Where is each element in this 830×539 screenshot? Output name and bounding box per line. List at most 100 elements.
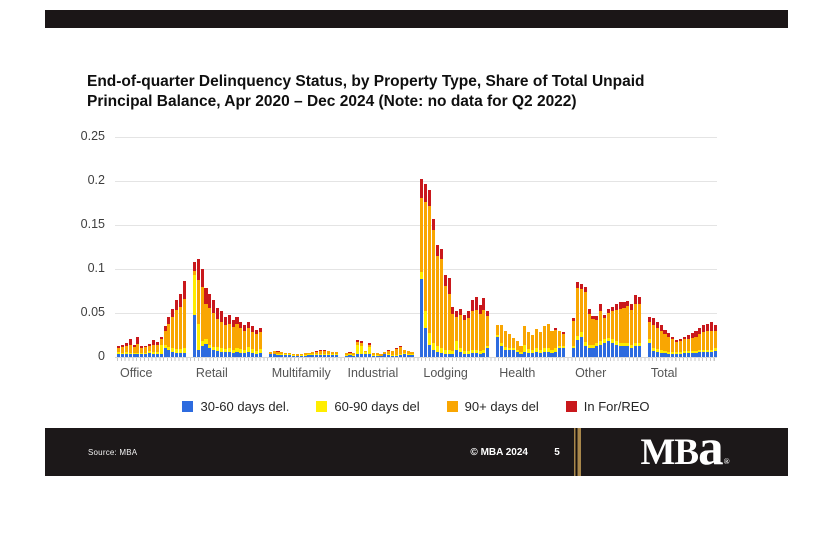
bar-segment-orange: [167, 323, 171, 347]
bar-segment-blue: [148, 352, 152, 357]
bar-segment-orange: [334, 352, 338, 355]
bar-segment-yellow: [610, 339, 614, 343]
bar-segment-yellow: [387, 354, 391, 356]
bar-segment-blue: [379, 356, 383, 357]
bar-segment-red: [128, 338, 132, 345]
bar-segment-yellow: [519, 351, 523, 354]
bar-segment-blue: [618, 346, 622, 357]
bar-segment-red: [694, 331, 698, 337]
bar-segment-yellow: [591, 344, 595, 349]
bar-segment-red: [200, 268, 204, 287]
bar-segment-orange: [420, 197, 424, 272]
bar-segment-blue: [326, 355, 330, 357]
bar-segment-red: [231, 320, 235, 328]
stacked-bar: [519, 345, 523, 357]
bar-segment-red: [204, 288, 208, 305]
bar-segment-red: [546, 323, 550, 325]
bar-segment-yellow: [151, 351, 155, 354]
bar-segment-red: [447, 277, 451, 294]
bar-segment-red: [398, 346, 402, 348]
bar-group-other: Other: [572, 137, 642, 380]
bar-segment-yellow: [182, 348, 186, 353]
bar-segment-red: [367, 342, 371, 345]
bar-segment-orange: [523, 326, 527, 345]
bar-segment-red: [486, 311, 490, 316]
bar-segment-yellow: [171, 348, 175, 352]
bar-segment-orange: [192, 270, 196, 276]
stacked-bar: [398, 346, 402, 357]
bar-segment-orange: [276, 351, 280, 355]
bar-segment-yellow: [196, 323, 200, 350]
bar-segment-blue: [651, 350, 655, 357]
bar-segment-yellow: [120, 352, 124, 355]
bar-segment-blue: [470, 352, 474, 357]
bar-segment-yellow: [204, 339, 208, 344]
legend-item: In For/REO: [565, 399, 650, 414]
stacked-bar: [647, 317, 651, 357]
gridline: [115, 357, 717, 358]
bar-segment-blue: [637, 346, 642, 357]
bar-segment-blue: [151, 353, 155, 357]
bar-segment-red: [276, 350, 280, 352]
bar-segment-blue: [432, 350, 436, 357]
bar-segment-red: [618, 301, 622, 309]
bar-segment-blue: [463, 353, 467, 357]
stacked-bar: [496, 325, 500, 357]
bar-segment-blue: [482, 352, 486, 357]
bar-segment-yellow: [334, 354, 338, 356]
bar-segment-blue: [474, 352, 478, 357]
bar-segment-blue: [466, 353, 470, 357]
bar-segment-red: [319, 350, 323, 352]
stacked-bar: [614, 304, 618, 357]
x-axis-label: Industrial: [347, 366, 399, 380]
bar-segment-orange: [655, 328, 659, 350]
bar-segment-blue: [356, 353, 360, 357]
legend-swatch-icon: [316, 401, 328, 412]
mba-logo: MB a ®: [582, 423, 788, 476]
stacked-bar: [709, 321, 713, 357]
bar-segment-blue: [200, 346, 204, 357]
bar-segment-blue: [167, 350, 171, 357]
bar-segment-orange: [486, 315, 490, 346]
stacked-bar: [482, 298, 486, 357]
gridline: [115, 225, 717, 226]
bar-segment-blue: [204, 343, 208, 357]
bar-segment-red: [182, 281, 186, 299]
bar-segment-blue: [196, 350, 200, 357]
x-axis-label: Retail: [195, 366, 228, 380]
stacked-bar: [610, 306, 614, 357]
bar-segment-orange: [459, 314, 463, 349]
bar-segment-blue: [503, 350, 508, 357]
bar-segment-orange: [463, 320, 467, 351]
bar-segment-yellow: [356, 344, 360, 354]
bar-segment-orange: [200, 286, 204, 342]
bar-segment-orange: [243, 330, 247, 351]
bar-segment-blue: [709, 351, 713, 357]
mba-logo-mb: MB: [640, 432, 699, 473]
bar-segment-orange: [424, 202, 428, 312]
bar-segment-red: [671, 336, 675, 340]
bar-segment-blue: [634, 346, 638, 357]
bar-segment-red: [179, 293, 183, 307]
stacked-bar: [330, 351, 334, 357]
bar-segment-yellow: [618, 342, 622, 347]
bar-segment-red: [675, 340, 679, 343]
bar-segment-yellow: [394, 355, 398, 357]
stacked-bar: [326, 351, 330, 357]
bar-segment-blue: [558, 348, 562, 357]
bar-segment-orange: [451, 313, 455, 351]
bar-segment-blue: [163, 348, 167, 357]
bar-segment-blue: [496, 336, 500, 357]
bar-segment-blue: [647, 342, 651, 357]
bar-segment-yellow: [410, 354, 414, 356]
stacked-bar: [254, 329, 258, 357]
stacked-bar: [258, 328, 262, 357]
bar-segment-red: [171, 308, 175, 318]
bar-segment-red: [120, 344, 124, 348]
stacked-bar: [432, 219, 436, 357]
bar-segment-yellow: [634, 342, 638, 347]
stacked-bar: [546, 323, 550, 357]
stacked-bar: [276, 350, 280, 357]
bar-segment-yellow: [344, 355, 348, 357]
stacked-bar: [268, 351, 272, 357]
